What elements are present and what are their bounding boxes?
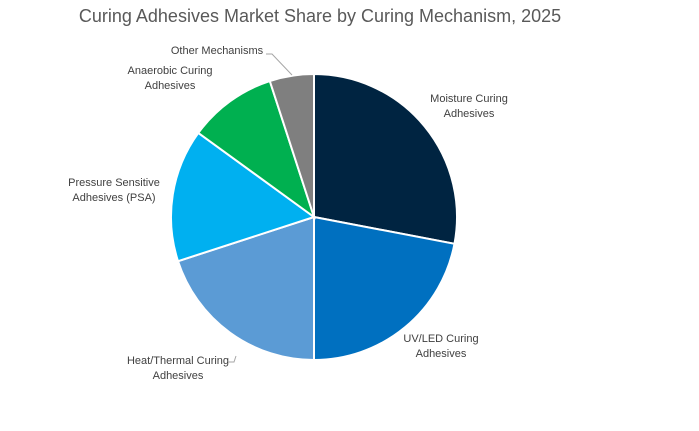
pie-slice-2 (176, 215, 315, 362)
pie-slice-0 (313, 72, 458, 245)
pie-slice-4 (196, 79, 316, 220)
slice-label-0: Moisture Curing Adhesives (430, 93, 508, 120)
chart-title: Curing Adhesives Market Share by Curing … (78, 6, 562, 26)
slice-label-3: Pressure Sensitive Adhesives (PSA) (68, 177, 160, 204)
slice-label-2: Heat/Thermal Curing Adhesives (127, 355, 229, 382)
slice-label-4: Anaerobic Curing Adhesives (128, 65, 213, 92)
pie-slice-5 (268, 72, 315, 218)
slice-label-1: UV/LED Curing Adhesives (403, 333, 478, 360)
leader-line-other (266, 53, 293, 76)
leader-line-heat (228, 355, 237, 363)
pie-slice-3 (170, 131, 317, 263)
slice-label-5: Other Mechanisms (171, 45, 264, 57)
pie-slice-1 (313, 215, 456, 362)
